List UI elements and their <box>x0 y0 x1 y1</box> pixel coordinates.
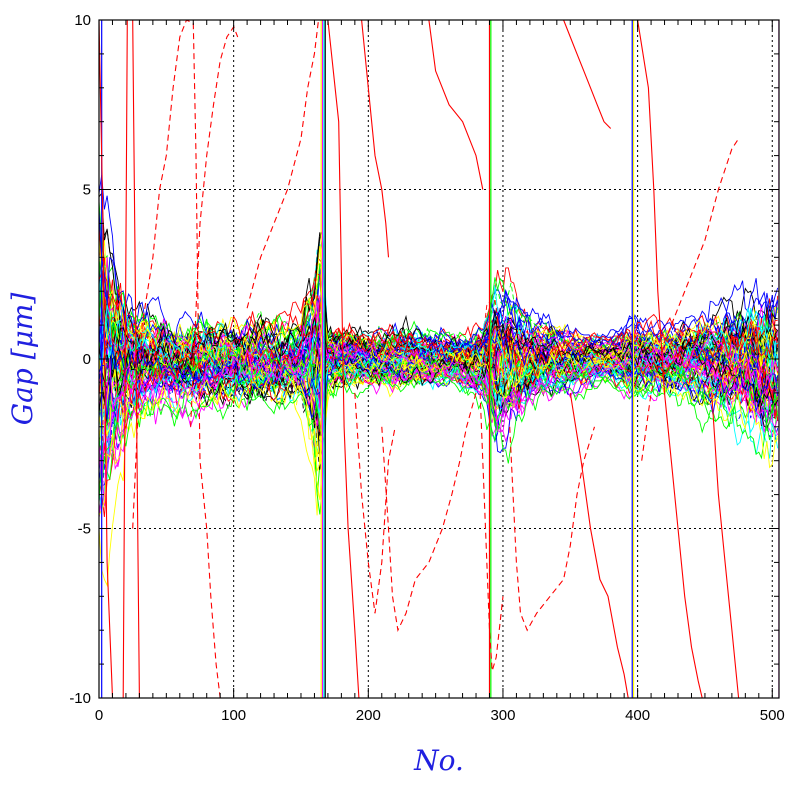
series-line <box>99 323 779 437</box>
x-tick-label: 0 <box>95 707 103 724</box>
y-tick-label: 10 <box>74 12 91 29</box>
outlier-series-line <box>132 20 221 698</box>
y-tick-label: 0 <box>83 351 91 368</box>
y-tick-label: -5 <box>78 521 91 538</box>
x-axis-label: No. <box>413 744 464 777</box>
series-line <box>99 354 779 504</box>
outlier-series-line <box>246 20 320 309</box>
outlier-series-line <box>637 20 703 698</box>
series-line <box>99 309 779 426</box>
outlier-series-line <box>509 426 596 632</box>
x-tick-label: 500 <box>760 707 785 724</box>
series-line <box>99 282 779 395</box>
series-line <box>99 315 779 412</box>
outlier-series-line <box>361 20 390 258</box>
series-line <box>99 241 779 465</box>
series-line <box>99 302 779 419</box>
outlier-series-line <box>354 392 396 614</box>
series-line <box>99 300 779 482</box>
x-tick-label: 400 <box>625 707 650 724</box>
outlier-series-line <box>563 20 612 129</box>
outlier-series-line <box>99 20 140 698</box>
y-tick-label: 5 <box>83 182 91 199</box>
outlier-series-line <box>190 25 239 427</box>
tick-marks <box>98 19 779 699</box>
x-tick-label: 100 <box>221 707 246 724</box>
x-tick-label: 200 <box>356 707 381 724</box>
outlier-series-line <box>381 392 477 633</box>
outlier-series-line <box>479 392 504 672</box>
series-line <box>99 232 778 397</box>
outlier-series-line <box>428 20 484 190</box>
series-group <box>99 20 779 698</box>
series-line <box>99 295 778 397</box>
series-line <box>99 264 779 394</box>
series-line <box>99 331 779 465</box>
x-tick-label: 300 <box>490 707 515 724</box>
outlier-series-line <box>711 392 740 698</box>
tick-labels: 0 100 200 300 400 500 -10 -5 0 5 10 <box>69 12 784 724</box>
y-tick-label: -10 <box>69 690 91 707</box>
outlier-series-line <box>569 392 629 698</box>
outlier-series-line <box>327 20 360 698</box>
series-line <box>99 337 779 506</box>
outlier-series-line <box>641 138 740 461</box>
y-axis-label: Gap [μm] <box>6 293 39 426</box>
series-line <box>99 223 779 419</box>
